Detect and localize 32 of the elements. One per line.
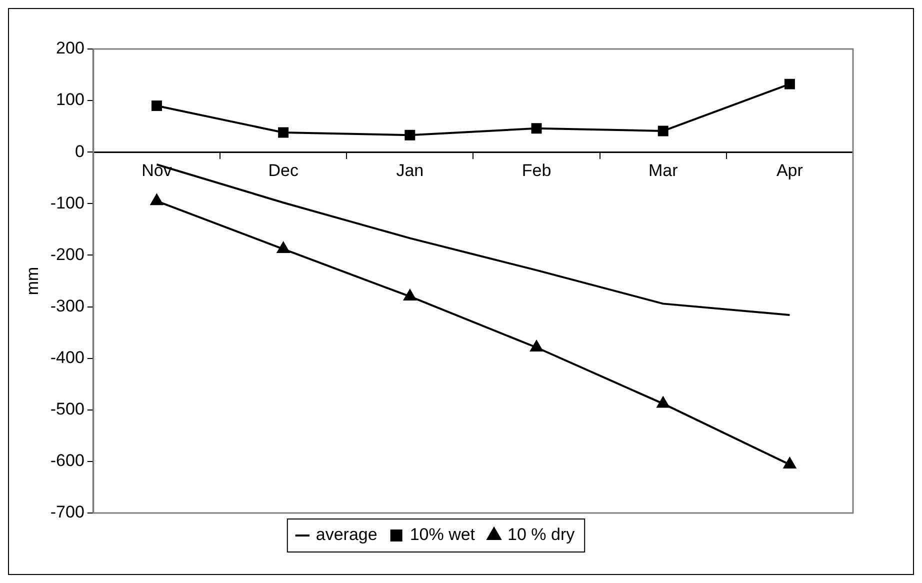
y-tick-label: -500 [50,400,84,419]
point [531,123,542,134]
point [150,194,163,206]
x-tick-label: Jan [396,161,424,180]
x-tick-label: Nov [142,161,172,180]
point [784,78,795,90]
y-tick-label: -300 [50,296,84,316]
point [277,242,290,254]
point [404,130,416,140]
point [784,458,796,469]
x-tick-label: Apr [776,161,804,180]
point [151,100,162,111]
point [530,340,543,352]
y-tick-label: -100 [50,193,84,212]
y-tick-label: 100 [56,90,84,110]
point [404,289,416,300]
legend-label: average [316,525,378,544]
x-tick-label: Mar [648,161,678,180]
point [278,127,289,138]
point [656,396,670,408]
y-tick-label: -400 [50,348,84,368]
legend-label: 10% wet [410,525,476,544]
y-tick-label: -700 [50,502,84,522]
legend-label: 10 % dry [508,525,576,544]
y-tick-label: -600 [50,451,84,470]
x-tick-label: Dec [268,161,299,180]
point [658,126,668,136]
y-tick-label: 200 [56,38,84,58]
x-tick-label: Feb [522,161,552,180]
y-tick-label: -200 [50,244,84,264]
y-axis-title: mm [22,266,42,296]
y-tick-label: 0 [74,142,84,161]
